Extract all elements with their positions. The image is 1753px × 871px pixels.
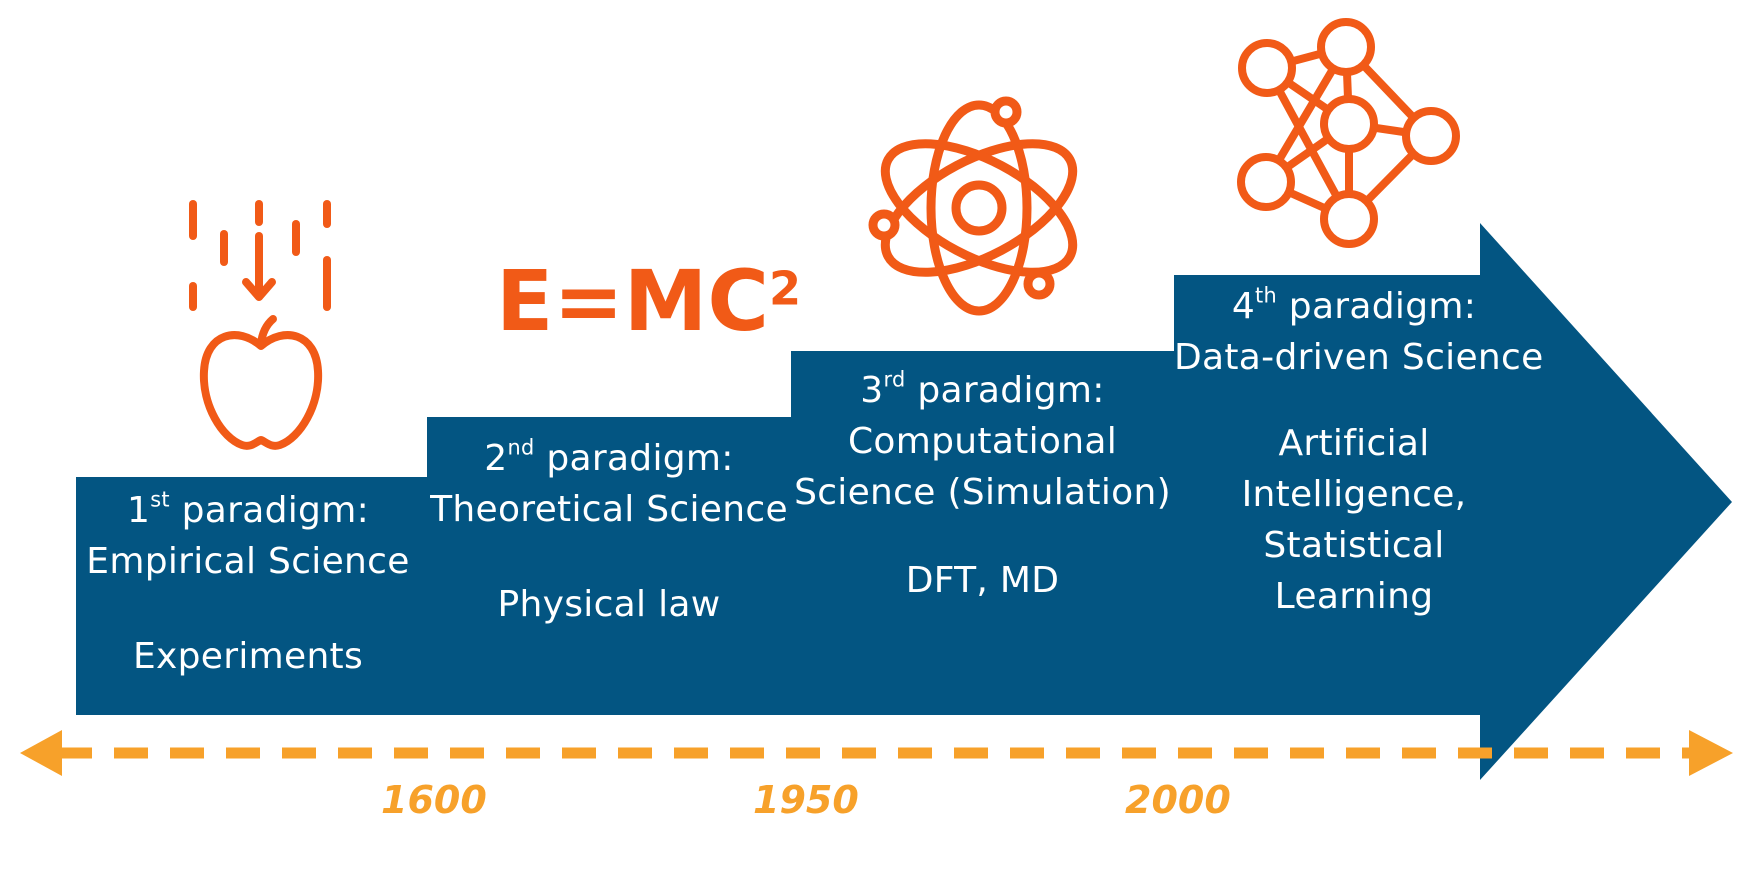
timeline-year-1950: 1950 — [753, 778, 859, 822]
paradigm-4-heading: 4th paradigm: — [1174, 281, 1534, 332]
paradigm-3-label: paradigm: — [905, 370, 1105, 411]
falling-apple-icon — [189, 200, 331, 450]
paradigm-block-1: 1st paradigm: Empirical Science Experime… — [76, 485, 420, 682]
paradigm-1-suffix: st — [150, 487, 170, 512]
paradigm-3-example: DFT, MD — [905, 560, 1060, 601]
paradigm-4-example-line-1: Artificial — [1278, 423, 1430, 464]
spacer — [791, 518, 1174, 555]
paradigm-4-example-line-3: Statistical — [1263, 525, 1445, 566]
timeline-left-arrowhead-icon — [20, 730, 62, 776]
paradigm-3-name-line-1: Computational — [848, 421, 1117, 462]
timeline-year-1600: 1600 — [381, 778, 487, 822]
paradigm-1-example: Experiments — [132, 636, 364, 677]
formula-exponent: 2 — [769, 261, 802, 316]
paradigm-1-name: Empirical Science — [86, 541, 410, 582]
paradigm-3-suffix: rd — [883, 367, 906, 392]
formula-base: E=MC — [496, 252, 769, 350]
paradigm-3-ordinal: 3 — [860, 370, 884, 411]
atom-icon — [868, 96, 1078, 316]
spacer — [427, 535, 791, 579]
paradigm-4-suffix: th — [1255, 283, 1278, 308]
spacer — [76, 587, 420, 631]
spacer — [1174, 383, 1534, 418]
paradigm-4-ordinal: 4 — [1231, 286, 1256, 327]
paradigm-1-ordinal: 1 — [126, 490, 151, 531]
staircase-arrow-shape — [76, 223, 1732, 780]
paradigm-2-example: Physical law — [497, 584, 721, 625]
emc2-formula-icon: E=MC2 — [496, 256, 801, 346]
paradigm-4-name: Data-driven Science — [1174, 337, 1544, 378]
paradigm-1-heading: 1st paradigm: — [76, 485, 420, 536]
paradigm-1-label: paradigm: — [169, 490, 369, 531]
paradigm-2-ordinal: 2 — [484, 438, 508, 479]
paradigm-block-3: 3rd paradigm: Computational Science (Sim… — [791, 365, 1174, 606]
timeline-axis — [20, 730, 1733, 776]
paradigm-3-heading: 3rd paradigm: — [791, 365, 1174, 416]
paradigm-4-example-line-2: Intelligence, — [1241, 474, 1467, 515]
timeline-year-2000: 2000 — [1125, 778, 1231, 822]
neural-network-icon — [1237, 18, 1460, 248]
paradigm-2-suffix: nd — [507, 435, 535, 460]
paradigm-4-example-line-4: Learning — [1274, 576, 1434, 617]
paradigm-3-name-line-2: Science (Simulation) — [794, 472, 1171, 513]
paradigm-2-label: paradigm: — [534, 438, 734, 479]
timeline-right-arrowhead-icon — [1689, 730, 1733, 776]
paradigm-block-4: 4th paradigm: Data-driven Science Artifi… — [1174, 281, 1544, 622]
paradigm-2-heading: 2nd paradigm: — [427, 433, 791, 484]
paradigm-4-label: paradigm: — [1277, 286, 1477, 327]
paradigm-block-2: 2nd paradigm: Theoretical Science Physic… — [427, 433, 791, 630]
paradigm-2-name: Theoretical Science — [430, 489, 788, 530]
